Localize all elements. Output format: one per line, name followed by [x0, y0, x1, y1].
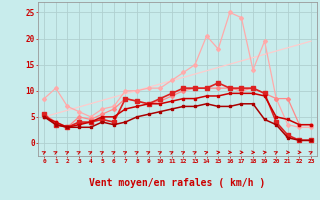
X-axis label: Vent moyen/en rafales ( km/h ): Vent moyen/en rafales ( km/h ) [90, 178, 266, 188]
